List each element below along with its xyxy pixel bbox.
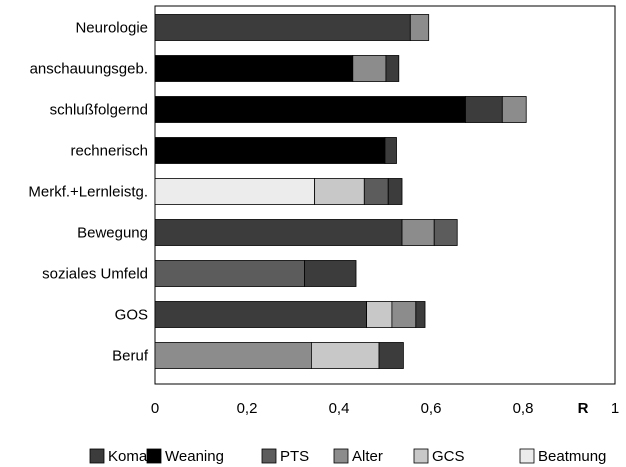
bar-segment-merkf-lernleistg-gcs: [314, 178, 365, 205]
y-tick-label: Neurologie: [75, 20, 148, 37]
legend-swatch: [333, 448, 349, 464]
bar-segment-gos-koma: [154, 301, 368, 328]
bar-segment-neurologie-alter: [409, 14, 430, 41]
legend: Koma Weaning PTS Alter GCS Beatmung: [89, 448, 606, 465]
x-tick-label: 0,8: [513, 400, 534, 417]
legend-item-beatmung: Beatmung: [519, 448, 606, 465]
legend-item-pts: PTS: [261, 448, 309, 465]
y-tick-labels: Neurologie anschauungsgeb. schlußfolgernd r…: [28, 20, 148, 365]
bar-segment-merkf-lernleistg-pts: [363, 178, 389, 205]
legend-item-koma: Koma: [89, 448, 148, 465]
legend-label: PTS: [280, 448, 309, 465]
y-tick-label: Bewegung: [77, 225, 148, 242]
bar-segment-soziales-umfeld-koma: [304, 260, 357, 287]
legend-swatch: [413, 448, 429, 464]
bar-segment-beruf-koma: [378, 342, 404, 369]
x-tick-label: 0,4: [329, 400, 350, 417]
legend-label: Koma: [108, 448, 148, 465]
bar-segment-schlu-folgernd-koma: [465, 96, 503, 123]
bar-segment-gos-alter: [391, 301, 417, 328]
y-tick-label: Merkf.+Lernleistg.: [28, 184, 148, 201]
bar-segment-bewegung-pts: [433, 219, 458, 246]
legend-label: Beatmung: [538, 448, 606, 465]
legend-label: Alter: [352, 448, 383, 465]
bar-segment-anschauungsgeb-koma: [385, 55, 400, 82]
y-tick-label: rechnerisch: [70, 143, 148, 160]
y-tick-label: GOS: [115, 307, 148, 324]
x-tick-label: 0: [151, 400, 159, 417]
x-axis-label: R: [578, 400, 589, 417]
y-tick-label: Beruf: [112, 348, 149, 365]
x-tick-label: 0,6: [421, 400, 442, 417]
bars-layer: [154, 14, 527, 369]
bar-segment-gos-gcs: [366, 301, 393, 328]
bar-segment-bewegung-alter: [401, 219, 435, 246]
bar-segment-schlu-folgernd-alter: [501, 96, 527, 123]
x-tick-label: 1: [611, 400, 619, 417]
bar-segment-gos-koma: [415, 301, 426, 328]
bar-segment-bewegung-koma: [154, 219, 403, 246]
bar-segment-merkf-lernleistg-beatmung: [154, 178, 316, 205]
bar-segment-schlu-folgernd-weaning: [154, 96, 466, 123]
y-tick-label: anschauungsgeb.: [30, 61, 148, 78]
bar-segment-rechnerisch-weaning: [154, 137, 386, 164]
legend-label: GCS: [432, 448, 465, 465]
legend-swatch: [89, 448, 105, 464]
legend-item-gcs: GCS: [413, 448, 465, 465]
y-tick-label: schlußfolgernd: [50, 102, 148, 119]
bar-segment-beruf-alter: [154, 342, 312, 369]
bar-segment-neurologie-koma: [154, 14, 411, 41]
x-tick-label: 0,2: [237, 400, 258, 417]
legend-item-weaning: Weaning: [146, 448, 224, 465]
bar-segment-anschauungsgeb-weaning: [154, 55, 354, 82]
legend-swatch: [146, 448, 162, 464]
legend-swatch: [519, 448, 535, 464]
legend-label: Weaning: [165, 448, 224, 465]
bar-segment-rechnerisch-koma: [384, 137, 397, 164]
bar-segment-beruf-gcs: [310, 342, 380, 369]
x-tick-labels: 0 0,2 0,4 0,6 0,8 1: [151, 400, 619, 417]
bar-segment-anschauungsgeb-alter: [352, 55, 387, 82]
y-tick-label: soziales Umfeld: [42, 266, 148, 283]
legend-item-alter: Alter: [333, 448, 383, 465]
legend-swatch: [261, 448, 277, 464]
bar-segment-soziales-umfeld-pts: [154, 260, 305, 287]
bar-segment-merkf-lernleistg-koma: [387, 178, 403, 205]
